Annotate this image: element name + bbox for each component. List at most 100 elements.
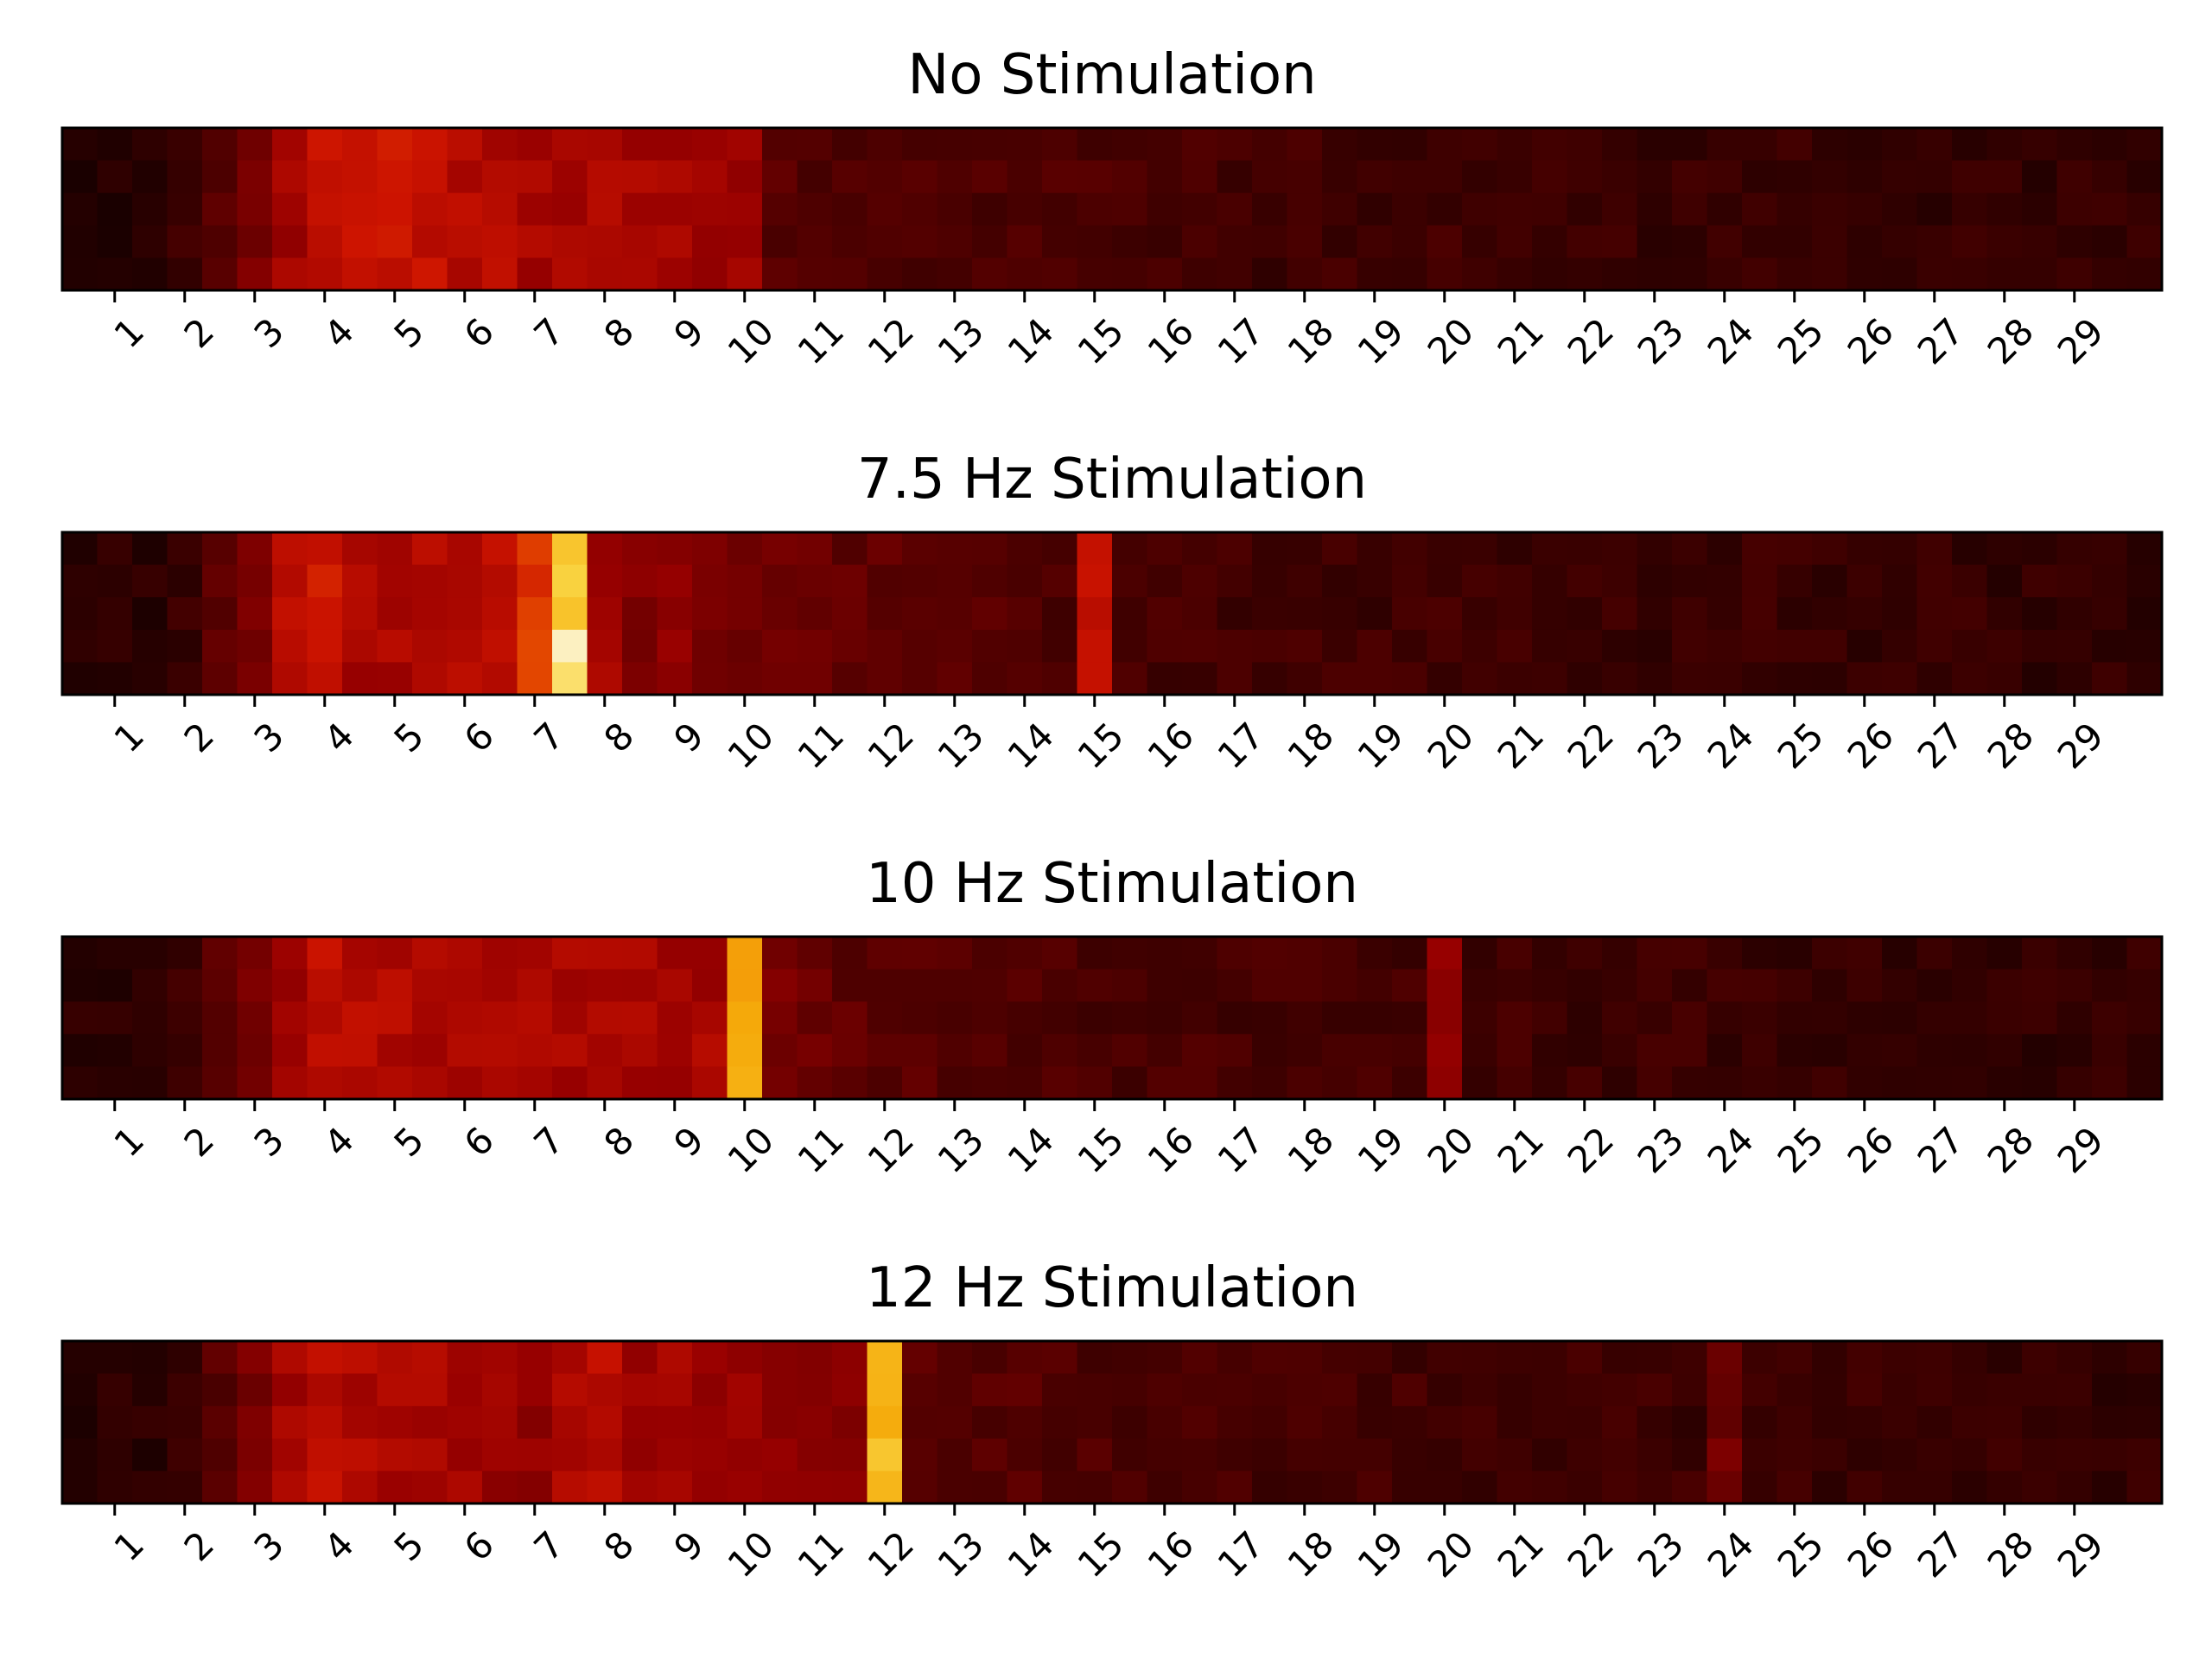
- heatmap-cell: [622, 564, 658, 598]
- heatmap-cell: [1357, 128, 1393, 162]
- heatmap-cell: [762, 160, 798, 194]
- heatmap-cell: [517, 128, 553, 162]
- heatmap-cell: [902, 128, 938, 162]
- heatmap-cell: [307, 1373, 343, 1407]
- heatmap-cell: [2056, 1066, 2093, 1100]
- heatmap-cell: [762, 1406, 798, 1440]
- x-tick-label: 26: [1840, 1119, 1902, 1181]
- heatmap-cell: [1812, 257, 1848, 291]
- heatmap-cell: [587, 1001, 623, 1035]
- heatmap-cell: [167, 1373, 203, 1407]
- heatmap-cell: [1252, 128, 1288, 162]
- heatmap-cell: [1287, 564, 1323, 598]
- heatmap-cell: [587, 937, 623, 970]
- heatmap-cell: [1252, 1438, 1288, 1471]
- heatmap-cell: [1462, 193, 1498, 226]
- heatmap-cell: [657, 597, 693, 631]
- heatmap-cell: [1847, 1066, 1883, 1100]
- heatmap-cell: [1287, 532, 1323, 566]
- heatmap-cell: [482, 1471, 518, 1504]
- heatmap-cell: [1182, 629, 1218, 663]
- heatmap-cell: [1042, 597, 1078, 631]
- heatmap-cell: [1252, 1373, 1288, 1407]
- heatmap-cell: [1672, 629, 1708, 663]
- heatmap-cell: [902, 225, 938, 258]
- heatmap-cell: [1742, 257, 1778, 291]
- heatmap-cell: [1812, 1033, 1848, 1067]
- heatmap-cell: [167, 564, 203, 598]
- heatmap-cells: [62, 128, 2163, 291]
- heatmap-cell: [1497, 937, 1533, 970]
- heatmap-cell: [902, 629, 938, 663]
- heatmap-cell: [622, 937, 658, 970]
- heatmap-cell: [2092, 160, 2128, 194]
- heatmap-cell: [1882, 225, 1918, 258]
- heatmap-cell: [1567, 128, 1603, 162]
- heatmap-cell: [2126, 597, 2163, 631]
- heatmap-cell: [972, 193, 1008, 226]
- heatmap-cell: [482, 1373, 518, 1407]
- x-tick-label: 29: [2050, 1119, 2112, 1181]
- x-tick-label: 1: [106, 715, 153, 761]
- heatmap-cell: [762, 193, 798, 226]
- heatmap-cell: [1777, 1406, 1813, 1440]
- heatmap-cell: [1532, 160, 1568, 194]
- heatmap-cell: [2092, 1438, 2128, 1471]
- heatmap-cell: [1357, 629, 1393, 663]
- heatmap-cell: [447, 225, 483, 258]
- heatmap-cell: [517, 597, 553, 631]
- heatmap-cell: [552, 1373, 588, 1407]
- heatmap-cell: [1847, 1438, 1883, 1471]
- heatmap-cell: [1077, 1373, 1113, 1407]
- heatmap-cell: [1357, 597, 1393, 631]
- heatmap-cell: [97, 1438, 133, 1471]
- heatmap-cell: [1252, 662, 1288, 696]
- heatmap-cell: [1497, 160, 1533, 194]
- heatmap-cell: [482, 969, 518, 1002]
- heatmap-cell: [447, 1341, 483, 1375]
- heatmap-cell: [1567, 662, 1603, 696]
- heatmap-cell: [1147, 629, 1183, 663]
- heatmap-cell: [797, 1341, 833, 1375]
- heatmap-cell: [1112, 662, 1148, 696]
- heatmap-cell: [517, 257, 553, 291]
- heatmap-cell: [1287, 1066, 1323, 1100]
- heatmap-cell: [1916, 1341, 1953, 1375]
- heatmap-cell: [272, 128, 308, 162]
- x-tick-label: 4: [316, 715, 363, 761]
- heatmap-cell: [587, 1033, 623, 1067]
- panel-title: 12 Hz Stimulation: [866, 1256, 1358, 1320]
- heatmap-cell: [2126, 1341, 2163, 1375]
- heatmap-cell: [482, 597, 518, 631]
- heatmap-cell: [1042, 160, 1078, 194]
- heatmap-cell: [1427, 969, 1463, 1002]
- heatmap-cell: [552, 128, 588, 162]
- heatmap-cell: [1322, 564, 1358, 598]
- heatmap-cell: [1882, 128, 1918, 162]
- heatmap-cell: [1112, 597, 1148, 631]
- heatmap-cell: [1777, 193, 1813, 226]
- heatmap-cell: [552, 597, 588, 631]
- x-tick-label: 3: [246, 715, 293, 761]
- heatmap-cell: [517, 1001, 553, 1035]
- heatmap-cell: [1077, 193, 1113, 226]
- x-tick-label: 24: [1700, 715, 1762, 777]
- heatmap-cell: [1147, 1033, 1183, 1067]
- heatmap-cell: [447, 1033, 483, 1067]
- heatmap-cell: [237, 1001, 273, 1035]
- heatmap-cell: [1147, 597, 1183, 631]
- heatmap-cell: [692, 629, 728, 663]
- heatmap-cell: [1672, 1373, 1708, 1407]
- heatmap-cell: [587, 1438, 623, 1471]
- x-tick-label: 14: [1000, 1119, 1062, 1181]
- heatmap-cell: [1182, 597, 1218, 631]
- heatmap-cell: [167, 1438, 203, 1471]
- heatmap-cell: [1182, 1066, 1218, 1100]
- heatmap-cell: [1077, 225, 1113, 258]
- heatmap-cell: [2092, 1001, 2128, 1035]
- heatmap-cell: [2022, 532, 2058, 566]
- heatmap-cell: [1147, 1438, 1183, 1471]
- heatmap-cell: [1392, 629, 1428, 663]
- heatmap-cell: [1567, 257, 1603, 291]
- heatmap-cell: [1252, 1033, 1288, 1067]
